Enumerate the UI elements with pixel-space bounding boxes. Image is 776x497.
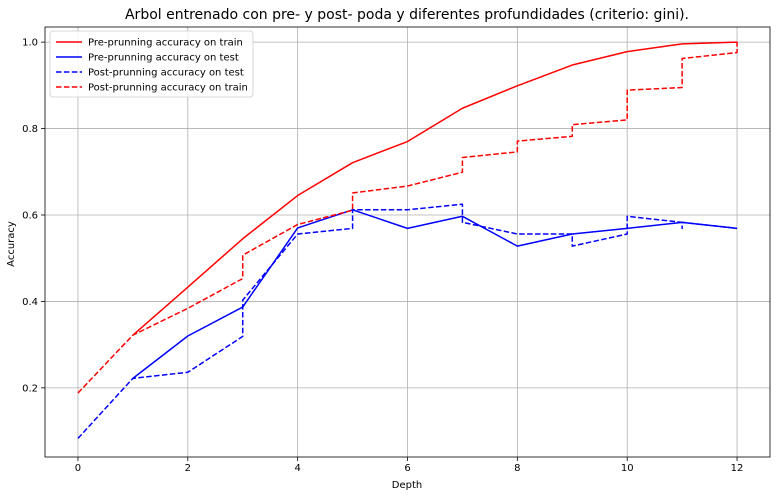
y-tick-label: 0.2: [22, 383, 38, 394]
x-tick-label: 10: [621, 463, 634, 474]
legend-label-3: Post-prunning accuracy on train: [88, 83, 248, 94]
legend-box: [49, 30, 254, 98]
y-tick-label: 1.0: [22, 38, 38, 49]
series-lines: [77, 41, 738, 439]
x-tick-label: 2: [185, 463, 191, 474]
x-tick-label: 12: [731, 463, 744, 474]
y-axis-label: Accuracy: [6, 221, 17, 267]
x-axis-ticks: 0 2 4 6 8 10 12: [75, 457, 744, 474]
chart-title: Arbol entrenado con pre- y post- poda y …: [125, 7, 689, 23]
series-line-2: [77, 203, 738, 439]
y-tick-label: 0.8: [22, 124, 38, 135]
series-line-0: [132, 41, 738, 336]
legend-label-0: Pre-prunning accuracy on train: [88, 38, 243, 49]
series-line-1: [132, 209, 738, 379]
y-tick-label: 0.6: [22, 210, 38, 221]
series-line-3: [77, 42, 738, 394]
y-tick-label: 0.4: [22, 297, 38, 308]
legend-label-2: Post-prunning accuracy on test: [88, 68, 244, 79]
grid-lines: [45, 27, 770, 457]
x-tick-label: 0: [75, 463, 81, 474]
x-axis-label: Depth: [392, 480, 422, 491]
x-tick-label: 4: [294, 463, 300, 474]
y-axis-ticks: 0.2 0.4 0.6 0.8 1.0: [22, 38, 45, 394]
legend: Pre-prunning accuracy on train Pre-prunni…: [49, 30, 254, 98]
legend-label-1: Pre-prunning accuracy on test: [88, 53, 239, 64]
x-tick-label: 8: [514, 463, 520, 474]
x-tick-label: 6: [404, 463, 410, 474]
